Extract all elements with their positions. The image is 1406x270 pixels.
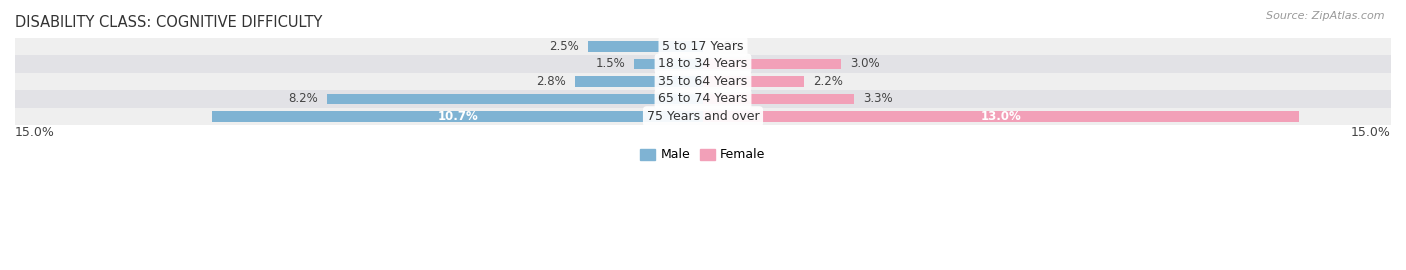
Bar — [703, 94, 855, 104]
Bar — [575, 76, 703, 87]
Text: 2.5%: 2.5% — [550, 40, 579, 53]
Bar — [703, 59, 841, 69]
Text: 35 to 64 Years: 35 to 64 Years — [658, 75, 748, 88]
Text: 3.3%: 3.3% — [863, 92, 893, 106]
Text: 0.0%: 0.0% — [713, 40, 742, 53]
Bar — [15, 55, 1391, 73]
Bar — [15, 108, 1391, 125]
Text: 15.0%: 15.0% — [1351, 126, 1391, 139]
Bar — [634, 59, 703, 69]
Text: Source: ZipAtlas.com: Source: ZipAtlas.com — [1267, 11, 1385, 21]
Bar — [703, 76, 804, 87]
Text: 13.0%: 13.0% — [981, 110, 1022, 123]
Text: DISABILITY CLASS: COGNITIVE DIFFICULTY: DISABILITY CLASS: COGNITIVE DIFFICULTY — [15, 15, 322, 30]
Text: 18 to 34 Years: 18 to 34 Years — [658, 58, 748, 70]
Text: 2.8%: 2.8% — [536, 75, 565, 88]
Bar — [15, 38, 1391, 55]
Bar — [588, 41, 703, 52]
Bar — [703, 111, 1299, 122]
Text: 2.2%: 2.2% — [813, 75, 844, 88]
Bar — [15, 73, 1391, 90]
Legend: Male, Female: Male, Female — [636, 143, 770, 166]
Bar — [326, 94, 703, 104]
Bar — [212, 111, 703, 122]
Text: 65 to 74 Years: 65 to 74 Years — [658, 92, 748, 106]
Text: 5 to 17 Years: 5 to 17 Years — [662, 40, 744, 53]
Text: 10.7%: 10.7% — [437, 110, 478, 123]
Text: 75 Years and over: 75 Years and over — [647, 110, 759, 123]
Bar — [15, 90, 1391, 108]
Text: 1.5%: 1.5% — [595, 58, 626, 70]
Text: 15.0%: 15.0% — [15, 126, 55, 139]
Text: 3.0%: 3.0% — [849, 58, 879, 70]
Text: 8.2%: 8.2% — [288, 92, 318, 106]
